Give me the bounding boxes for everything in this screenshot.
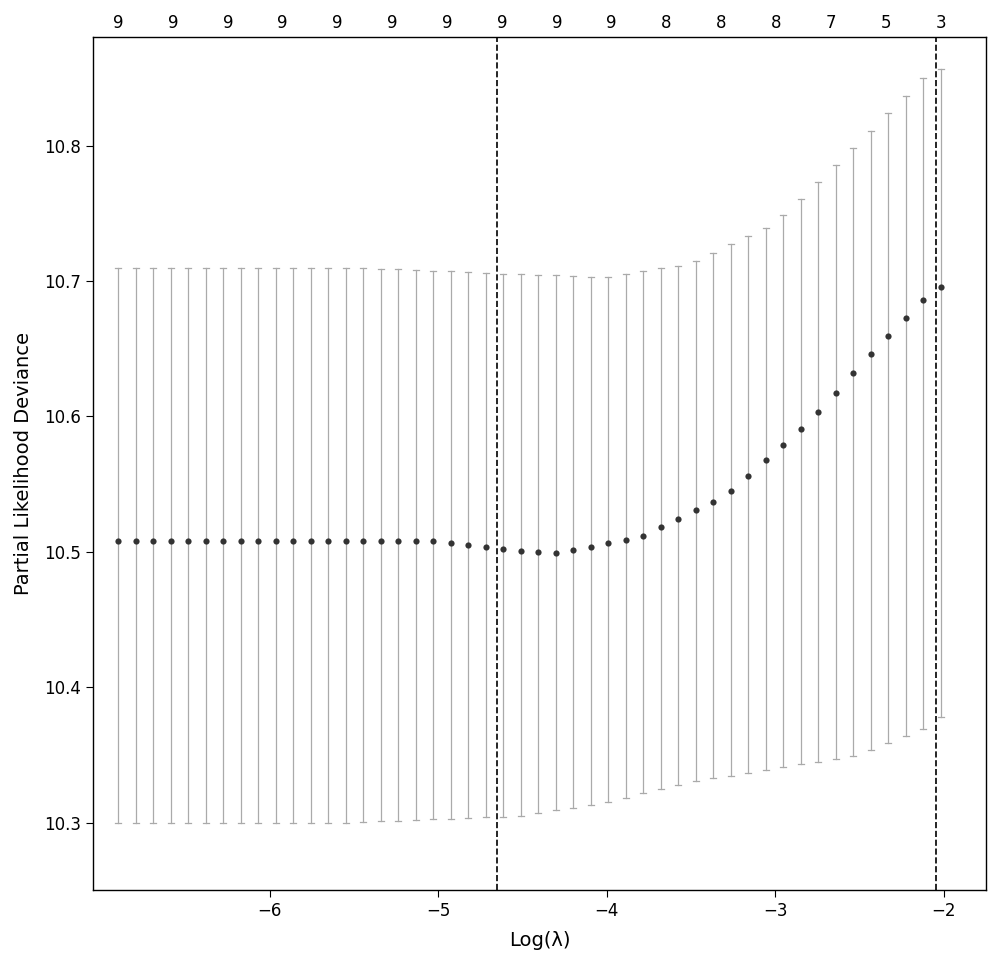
Point [915,292,931,308]
Point [215,533,231,549]
Point [390,533,406,549]
Point [163,533,179,549]
X-axis label: Log(λ): Log(λ) [509,931,570,951]
Point [565,542,581,557]
Point [688,502,704,518]
Point [373,533,389,549]
Point [145,533,161,549]
Point [723,484,739,499]
Point [635,528,651,544]
Point [740,469,756,484]
Point [285,533,301,549]
Point [845,365,861,381]
Point [583,539,599,554]
Point [600,535,616,550]
Point [670,511,686,526]
Point [810,404,826,419]
Point [250,533,266,549]
Point [408,533,424,549]
Point [495,542,511,557]
Point [320,533,336,549]
Point [653,520,669,535]
Point [828,385,844,400]
Point [530,545,546,560]
Point [705,495,721,510]
Point [460,537,476,552]
Point [355,533,371,549]
Point [880,328,896,343]
Point [180,533,196,549]
Point [268,533,284,549]
Point [128,533,144,549]
Point [548,546,564,561]
Point [198,533,214,549]
Point [863,346,879,362]
Point [758,453,774,469]
Point [303,533,319,549]
Point [618,532,634,548]
Y-axis label: Partial Likelihood Deviance: Partial Likelihood Deviance [14,333,33,596]
Point [443,535,459,550]
Point [898,310,914,326]
Point [933,280,949,295]
Point [425,533,441,549]
Point [775,437,791,452]
Point [110,533,126,549]
Point [233,533,249,549]
Point [338,533,354,549]
Point [478,540,494,555]
Point [513,543,529,558]
Point [793,421,809,437]
